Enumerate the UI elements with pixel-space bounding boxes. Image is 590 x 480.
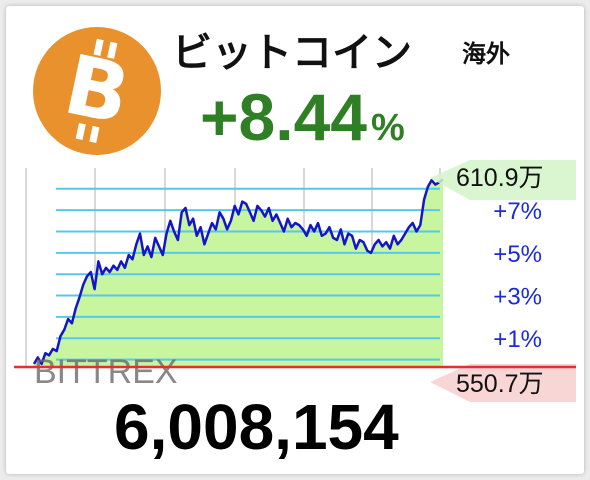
- coin-name: ビットコイン: [172, 30, 412, 76]
- current-price: 6,008,154: [114, 391, 399, 463]
- high-price-label: 610.9万: [456, 164, 544, 192]
- exchange-label: BITTREX: [34, 353, 178, 391]
- percent-tick-label: +5%: [493, 241, 542, 268]
- percent-change-value: +8.44: [200, 80, 367, 154]
- percent-tick-label: +3%: [493, 284, 542, 311]
- low-price-label: 550.7万: [456, 370, 544, 398]
- percent-change: +8.44%: [200, 82, 405, 163]
- high-price-tag: [430, 160, 576, 200]
- price-line: [32, 178, 444, 366]
- bitcoin-logo-icon: B: [33, 27, 161, 155]
- price-area-fill: [34, 179, 443, 366]
- market-region: 海外: [462, 40, 510, 68]
- low-price-tag: [430, 364, 576, 402]
- percent-change-unit: %: [371, 107, 405, 149]
- percent-tick-label: +1%: [493, 326, 542, 353]
- percent-tick-label: +7%: [493, 198, 542, 225]
